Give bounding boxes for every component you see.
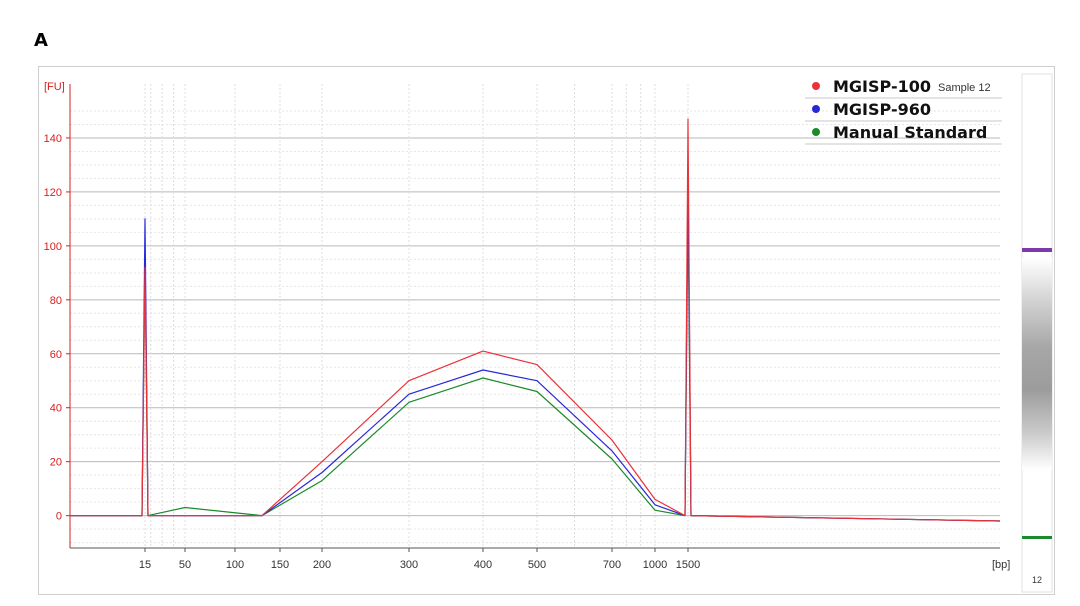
series-line-mgisp-100 (70, 118, 1001, 522)
y-tick-label: 0 (56, 511, 62, 523)
gel-lower-marker-band (1022, 536, 1052, 539)
x-tick-label: 150 (271, 559, 289, 571)
y-tick-label: 40 (50, 403, 62, 415)
y-tick-label: 60 (50, 349, 62, 361)
legend-label: MGISP-100 (833, 77, 931, 96)
gel-upper-marker-band (1022, 248, 1052, 252)
electropherogram-frame (38, 66, 1055, 595)
grid-lines (70, 84, 1000, 548)
series-lines (70, 118, 1001, 522)
legend-marker (812, 105, 820, 113)
y-tick-label: 100 (44, 241, 62, 253)
legend-label: Manual Standard (833, 123, 987, 142)
legend-label: MGISP-960 (833, 100, 931, 119)
x-axis-label: [bp] (992, 559, 1010, 571)
panel-letter: A (34, 30, 48, 51)
series-line-mgisp-960 (70, 169, 1001, 522)
x-tick-label: 300 (400, 559, 418, 571)
y-tick-label: 80 (50, 295, 62, 307)
legend: Sample 12 MGISP-100 MGISP-960 Manual Stand… (805, 77, 1002, 145)
x-tick-label: 500 (528, 559, 546, 571)
y-axis-label: [FU] (44, 81, 65, 93)
legend-marker (812, 128, 820, 136)
gel-lane: 12 (1021, 73, 1053, 593)
tick-labels: 0 20 40 60 80 100 120 140 15 50 100 150 200 300 400 500… (44, 133, 701, 571)
x-tick-label: 200 (313, 559, 331, 571)
sample-label: Sample 12 (938, 82, 991, 94)
x-tick-label: 15 (139, 559, 151, 571)
x-tick-label: 1500 (676, 559, 700, 571)
y-tick-label: 20 (50, 457, 62, 469)
y-tick-label: 120 (44, 187, 62, 199)
gel-lane-smear (1022, 258, 1052, 470)
x-tick-label: 50 (179, 559, 191, 571)
series-line-manual-standard (70, 204, 1001, 522)
x-tick-label: 1000 (643, 559, 667, 571)
x-tick-label: 700 (603, 559, 621, 571)
y-tick-label: 140 (44, 133, 62, 145)
x-tick-label: 100 (226, 559, 244, 571)
lane-number: 12 (1032, 575, 1042, 585)
legend-marker (812, 82, 820, 90)
axes: [FU] [bp] (44, 81, 1010, 571)
x-tick-label: 400 (474, 559, 492, 571)
